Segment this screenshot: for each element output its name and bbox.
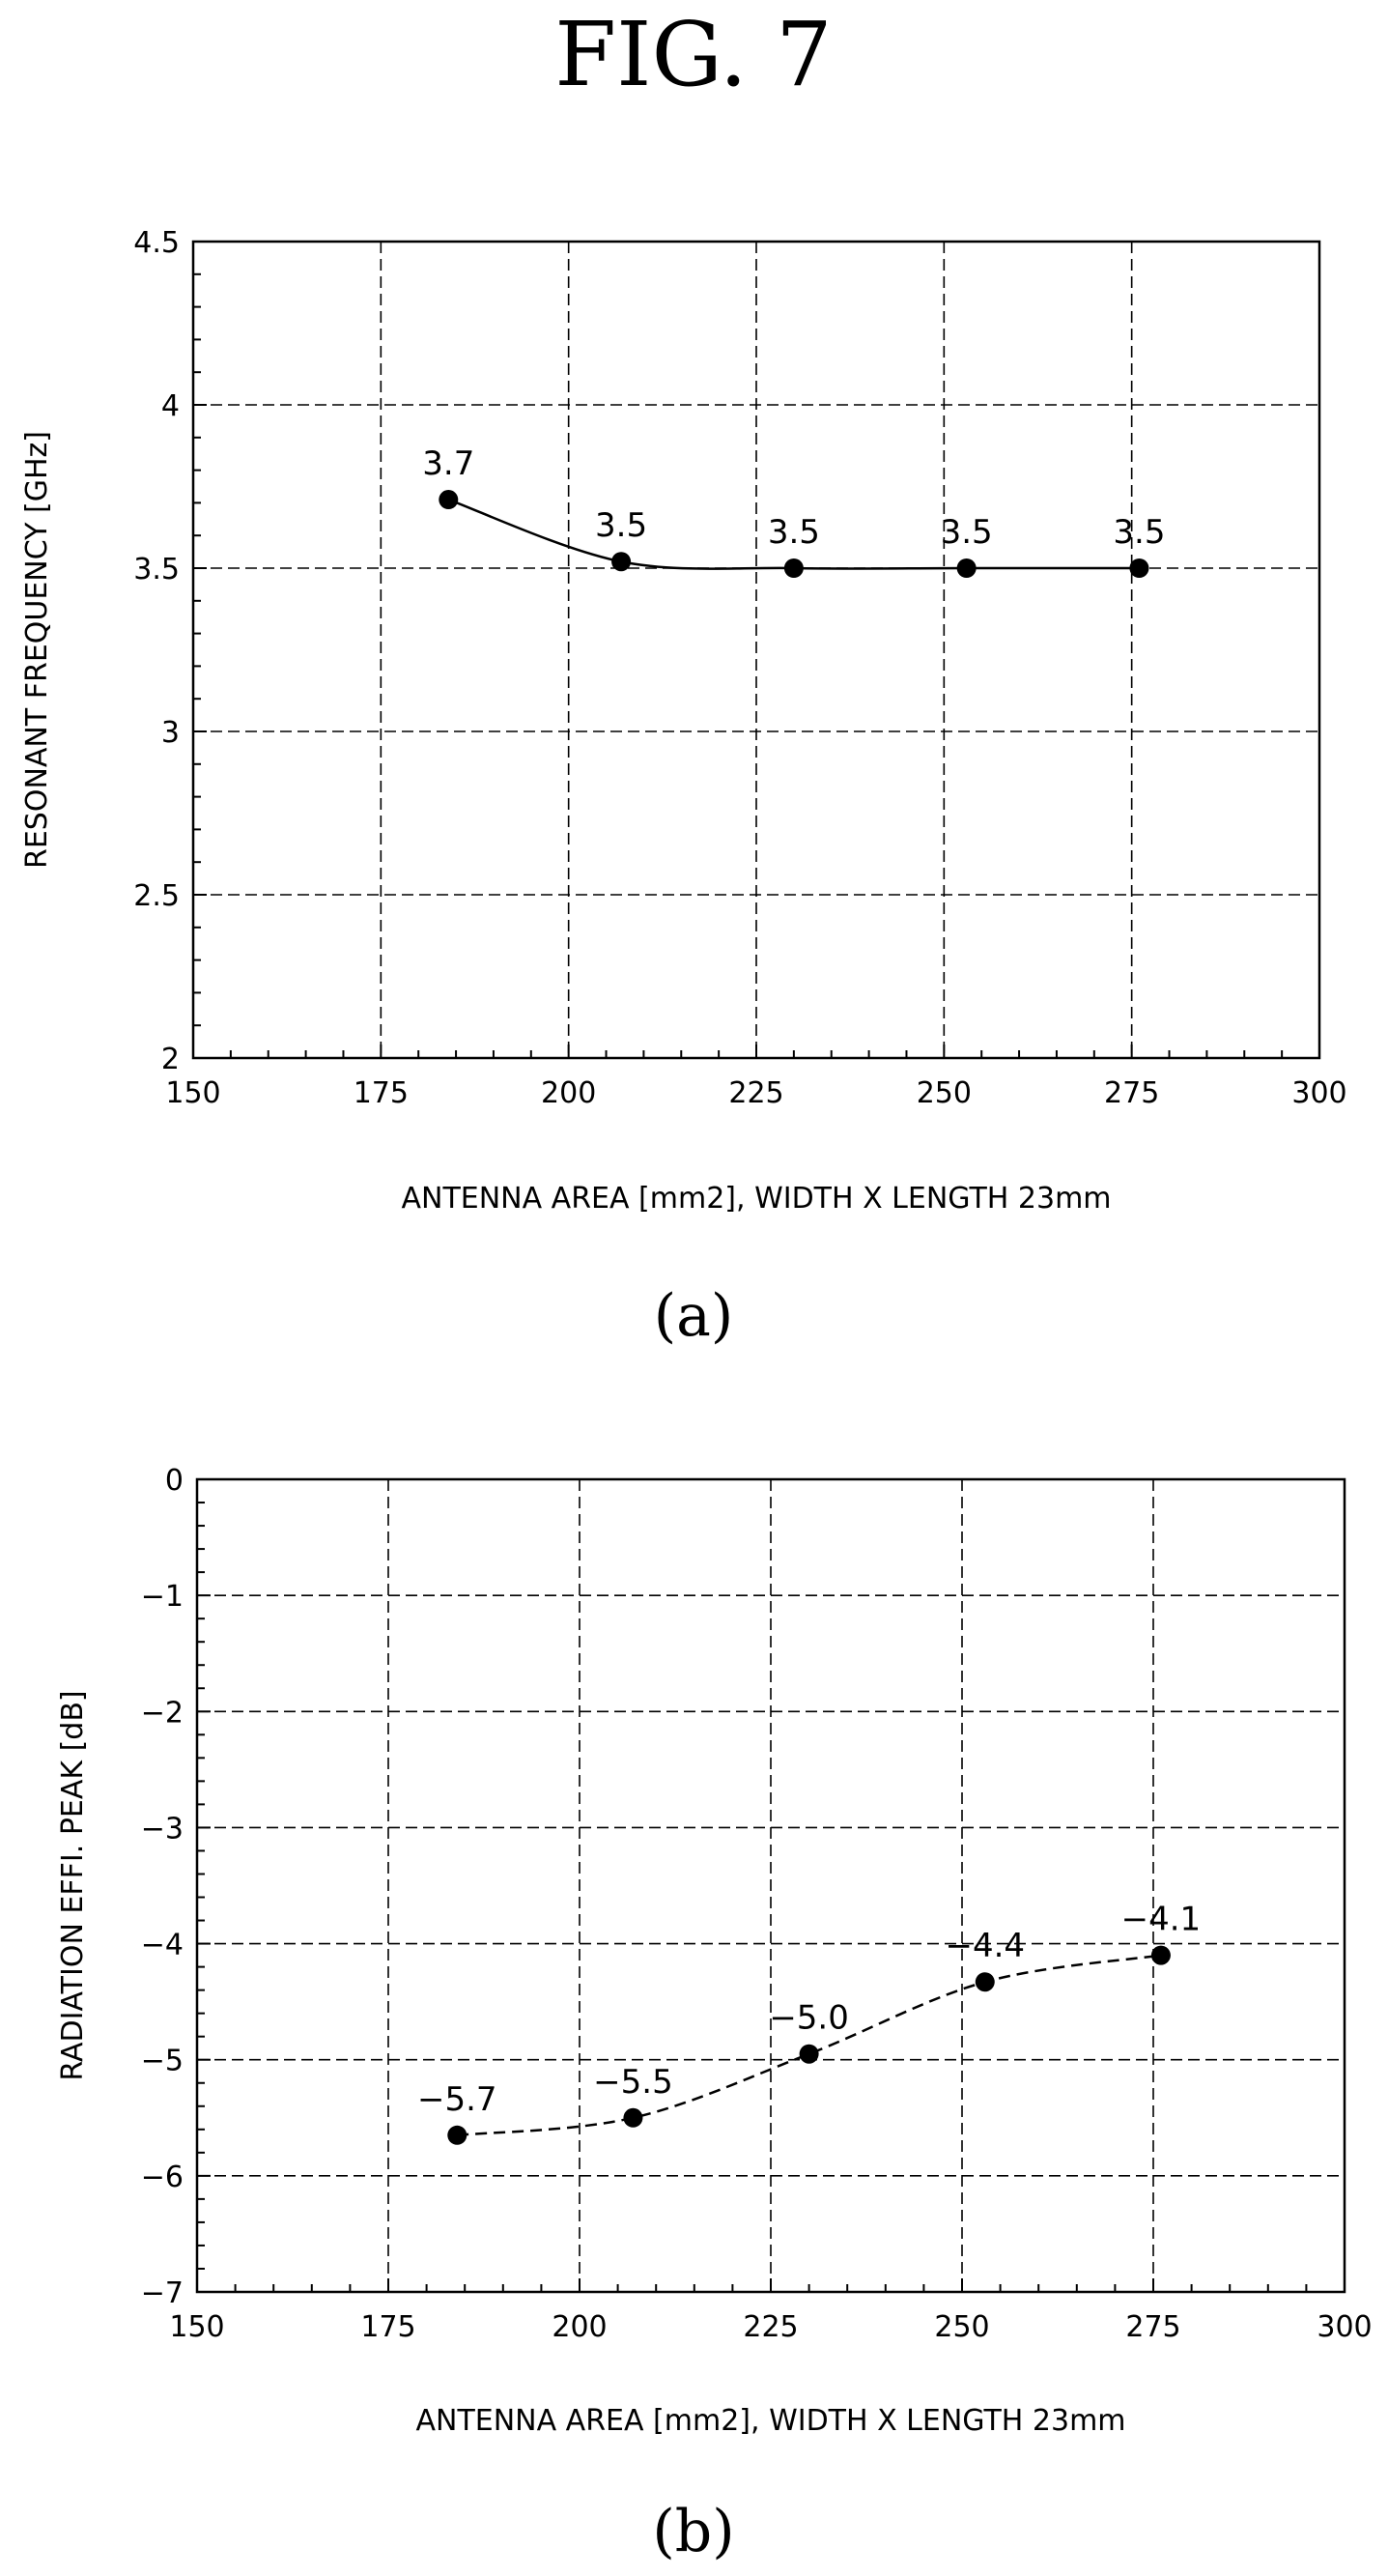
y-tick-label: −5 (141, 2045, 184, 2078)
series-line (457, 1954, 1162, 2137)
y-tick-label: 3 (161, 716, 180, 750)
y-tick-label: 2.5 (133, 879, 180, 913)
data-point (783, 558, 804, 578)
panel-label: (a) (654, 1282, 734, 1350)
data-label: 3.5 (1113, 513, 1165, 552)
y-tick-label: −3 (141, 1812, 184, 1846)
x-tick-label: 175 (354, 1076, 409, 1110)
data-point (1129, 558, 1149, 578)
x-tick-label: 250 (917, 1076, 972, 1110)
y-tick-label: −7 (141, 2276, 184, 2310)
y-tick-label: −6 (141, 2161, 184, 2194)
x-tick-label: 175 (360, 2310, 415, 2344)
x-tick-label: 150 (165, 1076, 220, 1110)
x-tick-label: 200 (541, 1076, 596, 1110)
x-tick-label: 300 (1317, 2310, 1372, 2344)
x-axis-label: ANTENNA AREA [mm2], WIDTH X LENGTH 23mm (415, 2404, 1125, 2438)
y-tick-label: −2 (141, 1696, 184, 1730)
x-tick-label: 200 (552, 2310, 607, 2344)
y-tick-label: −4 (141, 1929, 184, 1962)
data-point (611, 552, 632, 572)
figure-title: FIG. 7 (554, 3, 832, 106)
data-point (956, 558, 977, 578)
chart-panel-b: 150 175 200 225 250 275 300 0 −1 −2 −3 −4 −5 −6 −7 ANTE… (56, 1464, 1373, 2565)
data-point (623, 2107, 643, 2128)
x-tick-label: 225 (743, 2310, 798, 2344)
y-tick-label: 4 (161, 389, 180, 423)
data-point (975, 1972, 995, 1992)
data-label: 3.7 (422, 444, 474, 483)
y-tick-label: 0 (165, 1464, 184, 1498)
x-axis-label: ANTENNA AREA [mm2], WIDTH X LENGTH 23mm (401, 1182, 1111, 1216)
y-tick-label: −1 (141, 1580, 184, 1614)
chart-panel-a: 150 175 200 225 250 275 300 2 2.5 3 3.5 4 4.5 ANTENNA… (20, 226, 1347, 1350)
data-label: −5.5 (593, 2063, 673, 2102)
data-label: −5.0 (769, 1999, 849, 2038)
x-tick-label: 275 (1125, 2310, 1180, 2344)
data-label: 3.5 (941, 513, 993, 552)
x-tick-label: 300 (1291, 1076, 1346, 1110)
y-tick-label: 4.5 (133, 226, 180, 260)
data-label: −4.4 (945, 1927, 1025, 1965)
data-label: −4.1 (1121, 1901, 1202, 1939)
data-label: 3.5 (768, 513, 820, 552)
data-point (447, 2125, 467, 2145)
panel-label: (b) (652, 2498, 734, 2565)
y-axis-label: RADIATION EFFI. PEAK [dB] (56, 1690, 90, 2080)
x-tick-label: 250 (934, 2310, 989, 2344)
data-point (799, 2044, 819, 2064)
data-label: 3.5 (595, 506, 647, 545)
x-tick-label: 225 (728, 1076, 783, 1110)
y-axis-label: RESONANT FREQUENCY [GHz] (20, 431, 54, 869)
data-point (1150, 1945, 1171, 1965)
data-label: −5.7 (417, 2080, 497, 2119)
data-point (439, 490, 459, 510)
x-tick-label: 275 (1104, 1076, 1159, 1110)
y-tick-label: 2 (161, 1043, 180, 1076)
x-tick-label: 150 (169, 2310, 224, 2344)
y-tick-label: 3.5 (133, 553, 180, 587)
